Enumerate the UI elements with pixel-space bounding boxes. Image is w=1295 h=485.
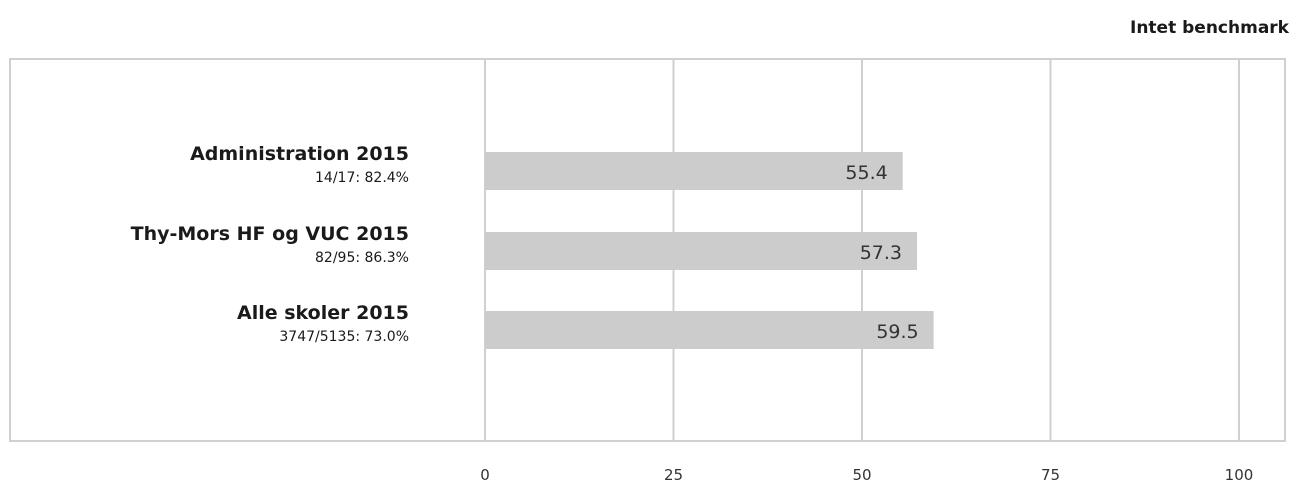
category-response-rate: 14/17: 82.4% [315,170,409,186]
x-tick-label: 25 [664,466,683,484]
category-name: Alle skoler 2015 [237,302,409,324]
x-tick-label: 0 [480,466,490,484]
bars: 55.4 57.3 59.5 [485,152,934,349]
bar [485,311,934,349]
category-response-rate: 3747/5135: 73.0% [279,329,409,345]
category-response-rate: 82/95: 86.3% [315,250,409,266]
x-tick-label: 75 [1041,466,1060,484]
x-tick-label: 50 [852,466,871,484]
bar-value-label: 59.5 [876,321,918,343]
category-name: Thy-Mors HF og VUC 2015 [130,223,409,245]
bar [485,152,903,190]
x-tick-label: 100 [1225,466,1254,484]
bar-value-label: 55.4 [845,162,887,184]
benchmark-label: Intet benchmark [1130,18,1289,38]
bar [485,232,918,270]
bar-value-label: 57.3 [860,242,902,264]
x-tick-labels: 0 25 50 75 100 [480,466,1253,484]
chart-frame [9,58,1286,442]
category-name: Administration 2015 [190,143,409,165]
